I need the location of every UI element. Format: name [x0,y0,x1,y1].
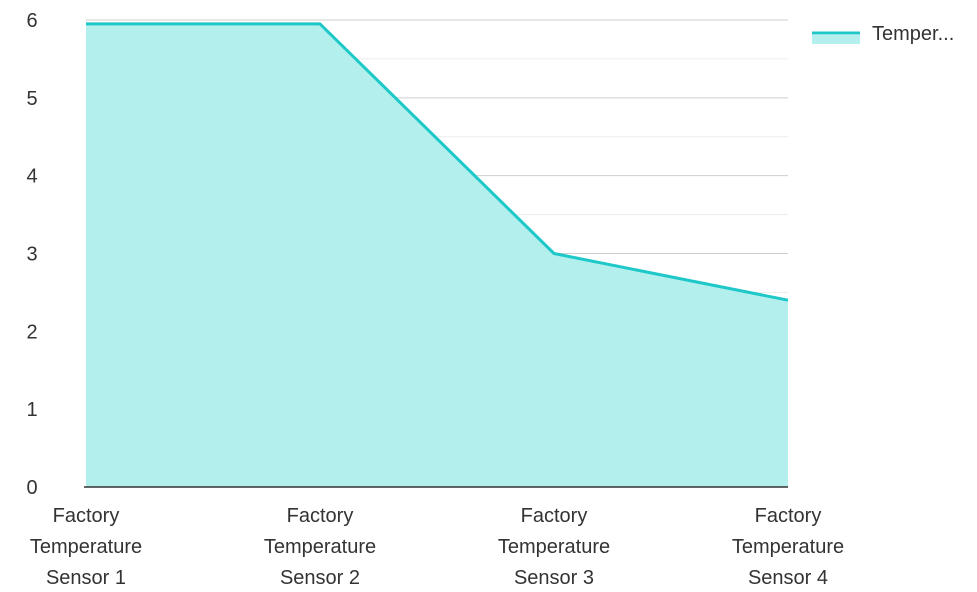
y-tick-label: 0 [26,477,37,499]
series-line [86,22,789,302]
legend: Temper... [812,23,954,45]
x-tick-label-line: Sensor 2 [280,567,360,589]
x-tick-label-line: Temperature [264,536,376,558]
x-tick-label: Factory Temperature Sensor 2 [264,505,376,589]
x-tick-label-line: Sensor 4 [748,567,828,589]
x-tick-label-line: Temperature [732,536,844,558]
y-tick-label: 4 [26,166,37,188]
x-tick-label-line: Factory [53,505,120,527]
y-tick-label: 5 [26,88,37,110]
x-tick-label-line: Factory [287,505,354,527]
y-tick-label: 3 [26,244,37,266]
x-tick-label-line: Sensor 3 [514,567,594,589]
x-tick-label-line: Temperature [498,536,610,558]
series-area-fill [86,23,788,488]
x-tick-label-line: Sensor 1 [46,567,126,589]
y-tick-label: 2 [26,321,37,343]
y-tick-label: 6 [26,10,37,32]
x-tick-label-line: Temperature [30,536,142,558]
x-tick-label-line: Factory [521,505,588,527]
x-tick-label: Factory Temperature Sensor 1 [30,505,142,589]
legend-label: Temper... [872,23,954,45]
series-area [86,22,789,488]
x-tick-label: Factory Temperature Sensor 4 [732,505,844,589]
x-tick-label-line: Factory [755,505,822,527]
y-tick-label: 1 [26,399,37,421]
x-tick-label: Factory Temperature Sensor 3 [498,505,610,589]
legend-swatch-fill [812,35,860,44]
